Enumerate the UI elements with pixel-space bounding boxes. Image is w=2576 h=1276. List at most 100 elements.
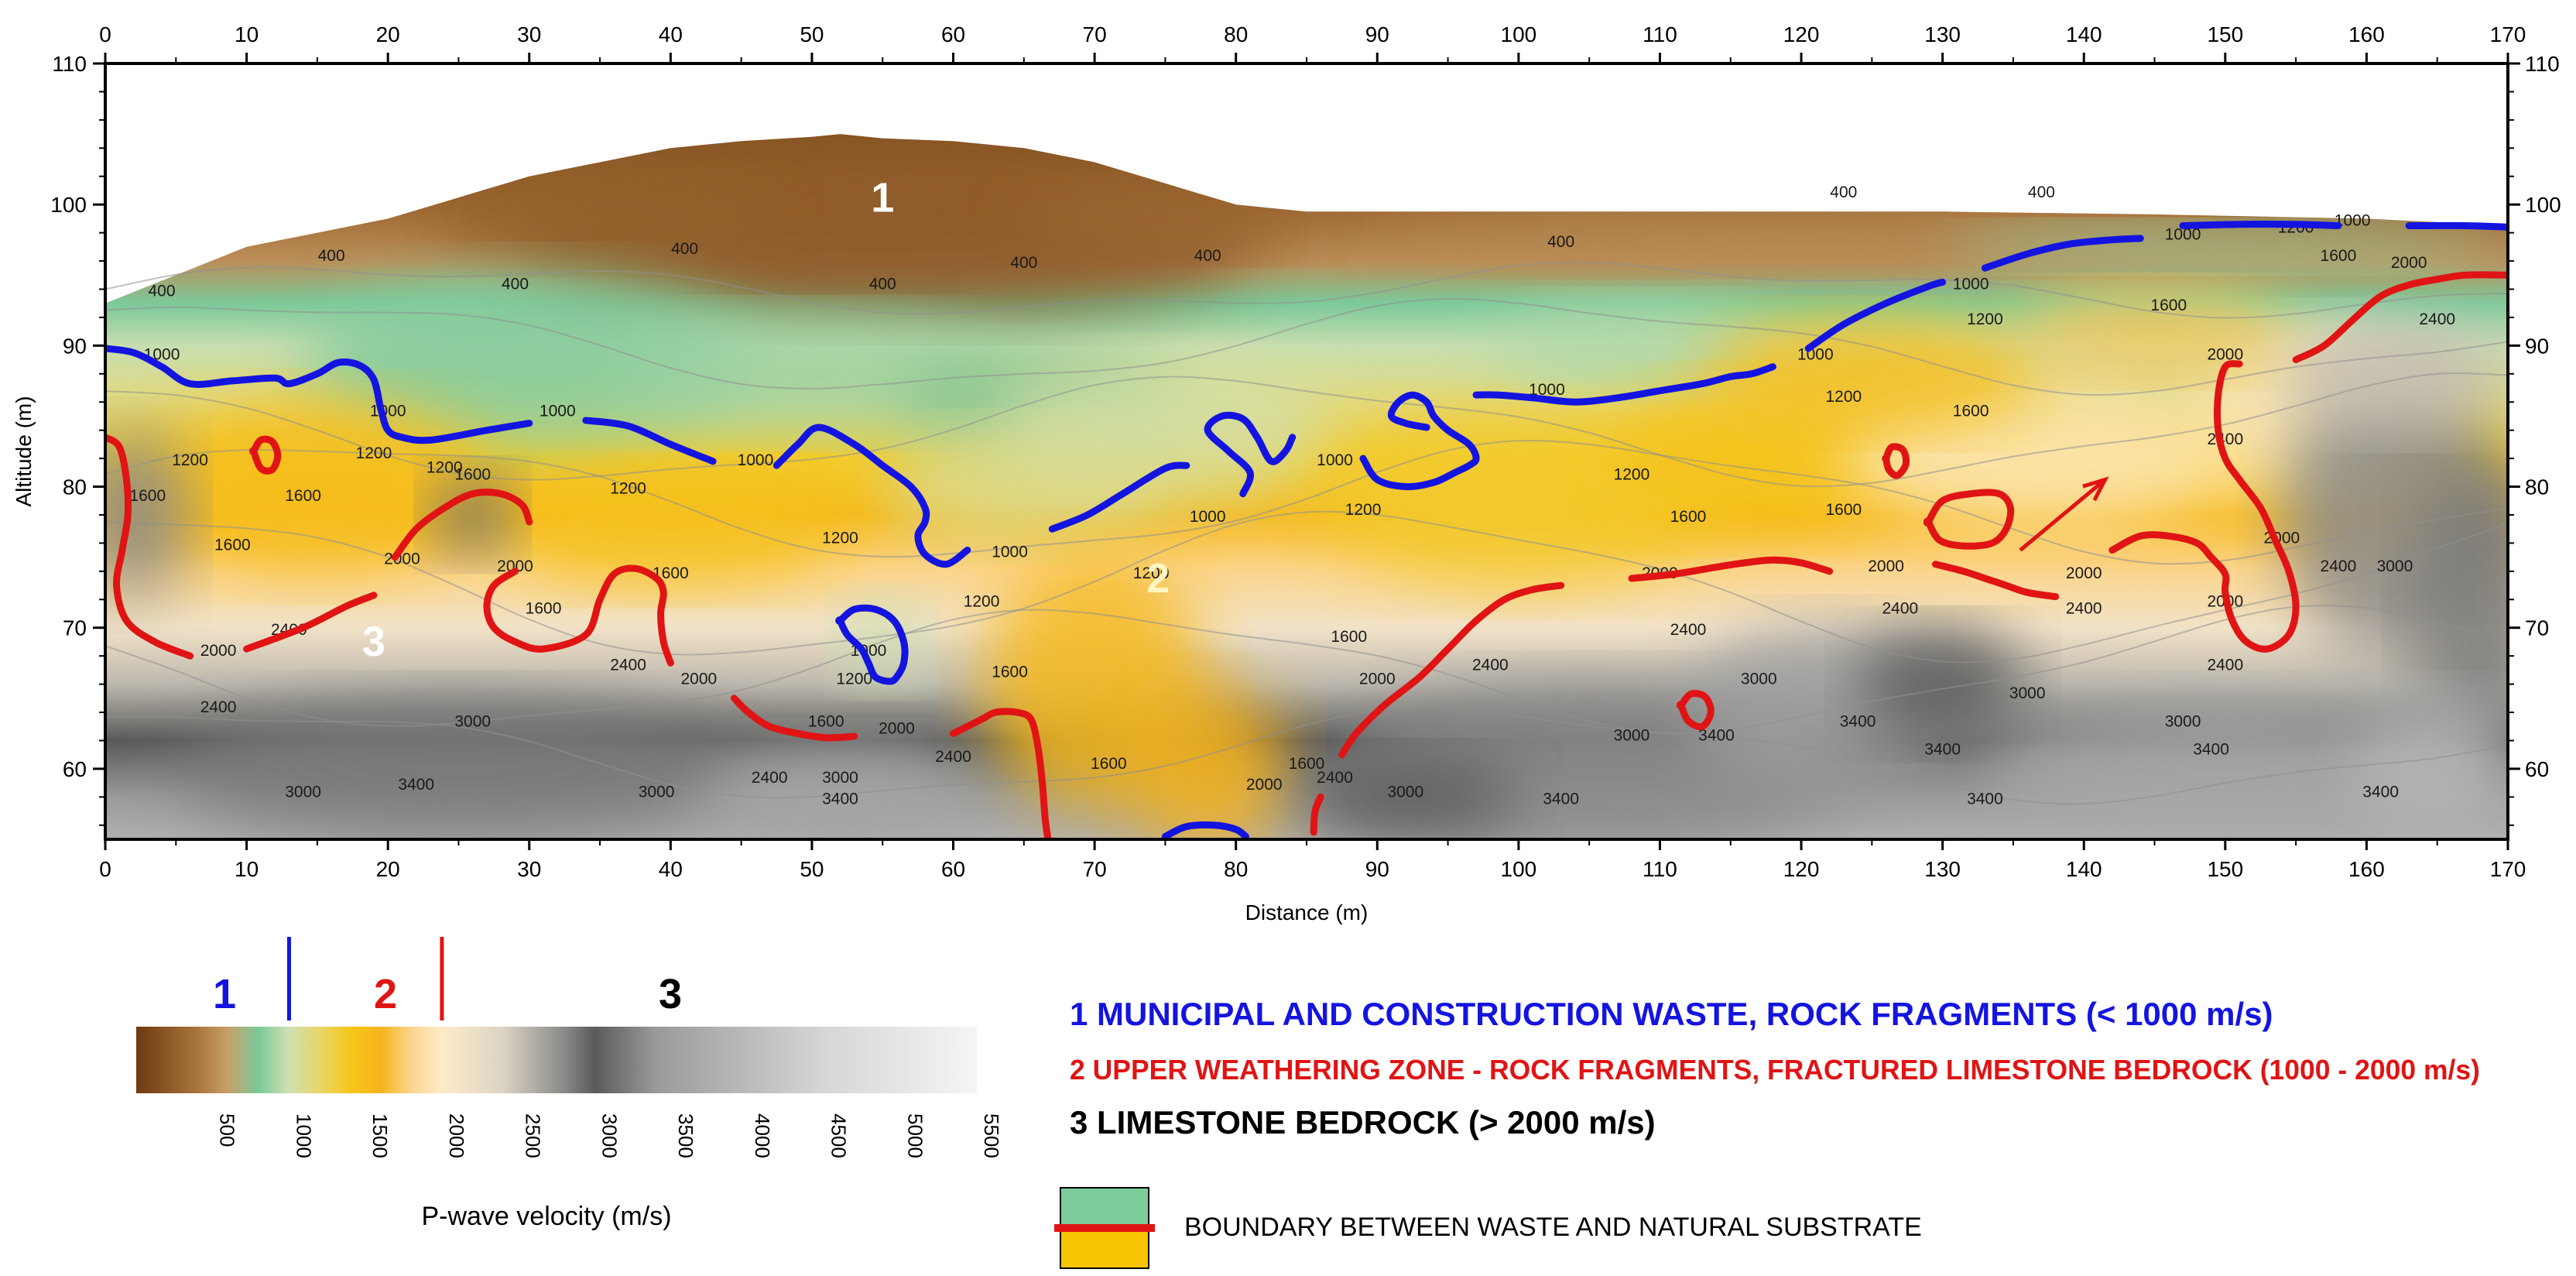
bedrock-boundary-line <box>2292 271 2508 364</box>
contour-label: 1600 <box>1331 628 1367 646</box>
contour-label: 3400 <box>1967 790 2003 808</box>
legend: 1 MUNICIPAL AND CONSTRUCTION WASTE, ROCK… <box>1054 996 2480 1269</box>
waste-boundary-line <box>1048 461 1190 533</box>
velocity-anomaly <box>698 740 982 839</box>
contour-label: 3400 <box>2193 741 2229 759</box>
bedrock-boundary-line <box>483 564 674 667</box>
waste-boundary-line <box>1161 821 1249 839</box>
direction-arrow-shaft <box>2019 478 2107 552</box>
waste-boundary-line <box>582 417 717 465</box>
y-tick-label-right: 80 <box>2525 475 2549 499</box>
contour-label: 3400 <box>398 776 434 794</box>
x-tick-label-top: 70 <box>1083 22 1107 46</box>
bedrock-boundary-line <box>1676 690 1714 731</box>
contour-label: 1200 <box>1614 465 1650 483</box>
contour-label: 1600 <box>1289 755 1325 773</box>
zone-label-3: 3 <box>362 619 385 665</box>
contour-label: 1000 <box>738 451 774 469</box>
contour-label: 1200 <box>426 458 463 476</box>
bedrock-boundary-line <box>1628 556 1834 582</box>
bedrock-boundary-line <box>1310 793 1324 836</box>
contour-label: 3000 <box>822 769 858 787</box>
contour-label: 1600 <box>285 487 321 505</box>
contour-label: 2400 <box>2207 430 2243 448</box>
contour-label: 2400 <box>610 656 646 674</box>
x-axis-label: Distance (m) <box>1245 900 1368 924</box>
zone-boundaries <box>105 220 2508 839</box>
contour-label: 1600 <box>214 537 251 554</box>
contour-label: 3400 <box>1698 726 1735 744</box>
x-tick-label-bottom: 70 <box>1083 857 1107 881</box>
contour-label: 400 <box>1830 184 1857 201</box>
colorbar-tick-label: 1000 <box>292 1113 315 1158</box>
y-tick-label-left: 60 <box>63 757 87 781</box>
y-tick-label-right: 100 <box>2525 193 2561 217</box>
contour-label: 1000 <box>1317 451 1353 469</box>
contour-label: 2400 <box>935 748 971 766</box>
contour-label: 2400 <box>2066 600 2102 618</box>
contour-label: 2000 <box>1246 776 1283 794</box>
contour-label: 1200 <box>1967 310 2003 328</box>
x-tick-label-top: 90 <box>1365 22 1389 46</box>
colorbar-tick-label: 4500 <box>827 1113 851 1158</box>
contour-label: 2400 <box>1882 600 1919 618</box>
velocity-anomaly <box>1971 698 2480 839</box>
velocity-anomaly <box>2409 458 2508 741</box>
contour-label: 3000 <box>1614 726 1650 744</box>
contour-label: 3000 <box>639 783 675 801</box>
colorbar-ticks: 500 1000 1500 2000 2500 3000 3500 4000 4500 5000 5… <box>216 1113 1003 1158</box>
bedrock-boundary-line <box>1882 443 1910 479</box>
colorbar-zone-label-2: 2 <box>374 971 397 1017</box>
contour-label: 1000 <box>1953 275 1989 293</box>
velocity-anomaly <box>430 472 516 557</box>
velocity-anomaly <box>501 472 841 586</box>
velocity-anomaly <box>2352 698 2508 839</box>
waste-boundary-line <box>2179 220 2342 229</box>
contour-label: 1200 <box>1825 388 1862 406</box>
colorbar-tick-label: 5000 <box>903 1113 927 1158</box>
contour-label: 3400 <box>1543 790 1579 808</box>
contour-label: 2400 <box>200 698 237 716</box>
contour-label: 400 <box>869 275 896 293</box>
colorbar-zone-label-1: 1 <box>213 971 236 1017</box>
x-tick-label-bottom: 80 <box>1224 857 1248 881</box>
x-tick-label-top: 170 <box>2490 22 2526 46</box>
x-tick-label-bottom: 10 <box>235 857 259 881</box>
contour-label: 1600 <box>992 663 1028 681</box>
colorbar-tick-label: 2500 <box>522 1113 545 1158</box>
x-tick-label-top: 30 <box>517 22 541 46</box>
contour-label: 2000 <box>497 557 533 575</box>
colorbar-zone-label-3: 3 <box>659 971 682 1017</box>
x-tick-label-top: 150 <box>2207 22 2243 46</box>
x-tick-label-top: 100 <box>1501 22 1537 46</box>
waste-boundary-line <box>772 424 971 568</box>
contour-label: 1200 <box>1133 564 1170 582</box>
contour-label: 2400 <box>2207 656 2243 674</box>
x-tick-label-bottom: 90 <box>1365 857 1389 881</box>
contour-label: 1200 <box>610 480 646 498</box>
x-tick-label-bottom: 0 <box>99 857 111 881</box>
colorbar-zone-markers: 1 2 3 <box>213 937 682 1020</box>
zone-labels: 1 2 3 <box>362 174 1170 665</box>
x-tick-label-top: 60 <box>941 22 965 46</box>
contour-label: 2400 <box>2321 557 2357 575</box>
zone-label-2: 2 <box>1146 555 1170 602</box>
y-axis-label: Altitude (m) <box>12 396 36 506</box>
axes: 0 0 10 10 20 20 30 30 40 40 50 50 60 60 70 70 80 80 90 90 10… <box>50 22 2561 881</box>
y-tick-label-left: 100 <box>50 193 87 217</box>
colorbar-ramp <box>136 1027 977 1093</box>
contour-label: 3400 <box>2362 783 2399 801</box>
colorbar: 500 1000 1500 2000 2500 3000 3500 4000 4500 5000 5… <box>136 937 1003 1231</box>
bedrock-boundary-line <box>1932 561 2060 601</box>
legend-boundary-text: BOUNDARY BETWEEN WASTE AND NATURAL SUBST… <box>1184 1213 1922 1242</box>
x-tick-label-top: 40 <box>659 22 683 46</box>
contour-label: 3000 <box>1741 671 1777 688</box>
contour-label: 2400 <box>1472 656 1509 674</box>
contour-label: 400 <box>671 240 698 258</box>
contour-label: 2000 <box>1359 671 1396 688</box>
contour-line <box>105 297 2508 396</box>
contour-label: 1600 <box>1670 508 1707 526</box>
contour-label: 2000 <box>2391 254 2427 272</box>
contour-line <box>105 605 2508 734</box>
contour-label: 400 <box>318 247 345 265</box>
